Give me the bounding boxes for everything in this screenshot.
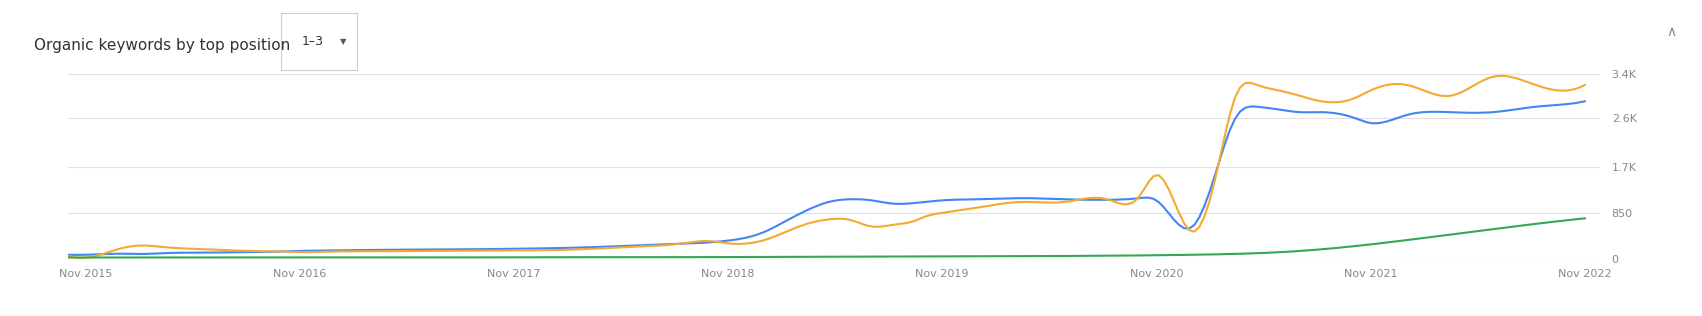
Text: Organic keywords by top position: Organic keywords by top position xyxy=(34,38,291,53)
Text: ∧: ∧ xyxy=(1666,25,1676,39)
Text: ▼: ▼ xyxy=(340,37,347,46)
Text: 1–3: 1–3 xyxy=(301,34,323,48)
